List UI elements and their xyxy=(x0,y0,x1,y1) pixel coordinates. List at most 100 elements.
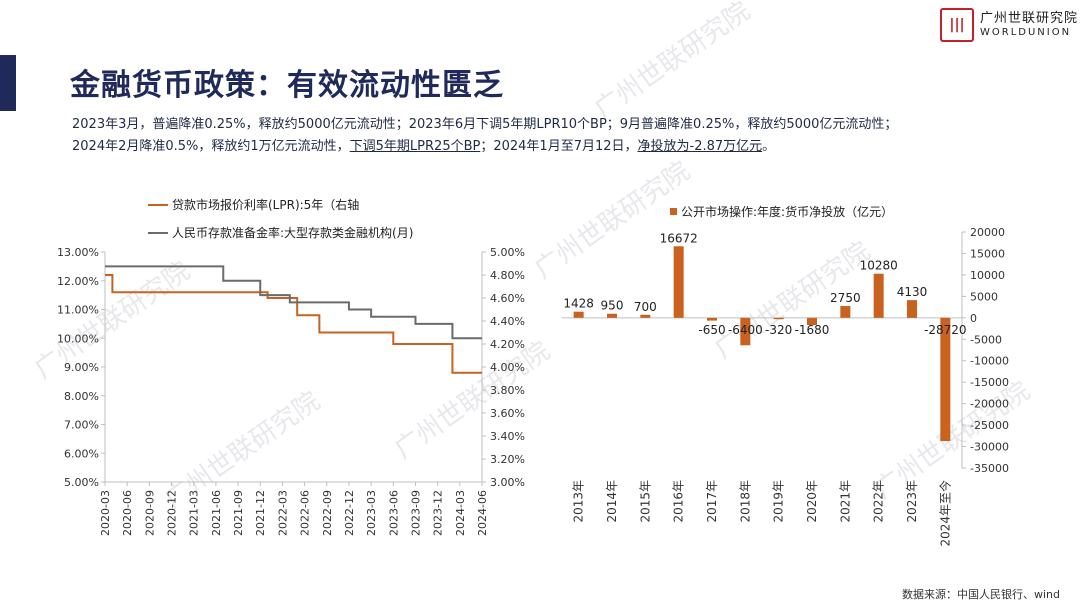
right-y-tick-label: 3.60% xyxy=(490,407,525,420)
brand-logo: ||| 广州世联研究院 WORLDUNION xyxy=(940,8,1078,42)
legend-swatch xyxy=(670,208,677,215)
right-y-tick-label: 4.60% xyxy=(490,292,525,305)
left-y-tick-label: 8.00% xyxy=(64,390,99,403)
left-y-tick-label: 5.00% xyxy=(64,476,99,489)
title-accent-bar xyxy=(0,55,16,111)
left-y-tick-label: 9.00% xyxy=(64,361,99,374)
right-y-tick-label: 3.20% xyxy=(490,453,525,466)
bar xyxy=(573,311,584,318)
right-y-tick-label: 5.00% xyxy=(490,246,525,259)
bar xyxy=(707,317,717,321)
x-tick-label: 2023-12 xyxy=(432,490,445,536)
x-tick-label: 2021-09 xyxy=(232,490,245,536)
legend-label: 人民币存款准备金率:大型存款类金融机构(月) xyxy=(172,225,413,240)
y-tick-label: -20000 xyxy=(970,398,1009,411)
right-y-tick-label: 4.80% xyxy=(490,269,525,282)
x-tick-label: 2015年 xyxy=(638,480,652,523)
y-tick-label: -15000 xyxy=(970,376,1009,389)
bar-data-label: 4130 xyxy=(897,285,928,299)
x-tick-label: 2021年 xyxy=(838,480,852,523)
bar-data-label: 950 xyxy=(601,299,624,313)
right-y-tick-label: 3.40% xyxy=(490,430,525,443)
bar xyxy=(740,317,751,346)
right-y-tick-label: 4.20% xyxy=(490,338,525,351)
bar xyxy=(807,317,817,326)
bar xyxy=(907,300,917,318)
left-y-tick-label: 11.00% xyxy=(57,304,99,317)
bar xyxy=(840,306,851,318)
x-tick-label: 2022-03 xyxy=(276,490,289,536)
x-tick-label: 2021-06 xyxy=(210,490,223,536)
x-tick-label: 2020-12 xyxy=(166,490,179,536)
net-injection-highlight: 净投放为-2.87万亿元 xyxy=(637,139,763,154)
y-tick-label: 10000 xyxy=(970,269,1005,282)
bar-data-label: -650 xyxy=(698,323,725,337)
y-tick-label: -10000 xyxy=(970,355,1009,368)
bar-data-label: -1680 xyxy=(795,323,830,337)
y-tick-label: -5000 xyxy=(970,333,1002,346)
x-tick-label: 2020年 xyxy=(805,480,819,523)
x-tick-label: 2017年 xyxy=(705,480,719,523)
legend-label: 公开市场操作:年度:货币净投放（亿元） xyxy=(681,204,893,219)
bar-data-label: 700 xyxy=(634,300,657,314)
rate-line-chart: 13.00% 12.00% 11.00% 10.00% 9.00% 8.00% 7.00% 6… xyxy=(57,197,525,536)
bar xyxy=(773,317,784,320)
y-tick-label: -35000 xyxy=(970,462,1009,475)
bar xyxy=(640,314,651,318)
legend-label: 贷款市场报价利率(LPR):5年（右轴 xyxy=(172,197,359,212)
description-line-1: 2023年3月，普遍降准0.25%，释放约5000亿元流动性；2023年6月下调… xyxy=(72,117,898,132)
x-tick-label: 2024年至今 xyxy=(937,480,952,547)
x-tick-label: 2023-06 xyxy=(387,490,400,536)
x-tick-label: 2022-09 xyxy=(321,490,334,536)
y-tick-label: -30000 xyxy=(970,441,1009,454)
watermark: 广州世联研究院 xyxy=(589,0,756,126)
bar-data-label: 16672 xyxy=(660,231,698,245)
y-tick-label: 15000 xyxy=(970,247,1005,260)
x-tick-label: 2022-06 xyxy=(299,490,312,536)
bar-data-label: -6400 xyxy=(728,323,763,337)
bar xyxy=(607,313,617,318)
x-tick-label: 2019年 xyxy=(772,480,786,523)
x-tick-label: 2021-12 xyxy=(254,490,267,536)
left-y-tick-label: 10.00% xyxy=(57,332,99,345)
left-y-tick-label: 13.00% xyxy=(57,246,99,259)
x-tick-label: 2022-12 xyxy=(343,490,356,536)
bar xyxy=(673,246,684,318)
x-tick-label: 2023-03 xyxy=(365,490,378,536)
left-y-tick-label: 12.00% xyxy=(57,275,99,288)
x-tick-label: 2024-06 xyxy=(476,490,489,536)
y-tick-label: 5000 xyxy=(970,290,998,303)
description: 2023年3月，普遍降准0.25%，释放约5000亿元流动性；2023年6月下调… xyxy=(72,114,1052,158)
left-y-tick-label: 7.00% xyxy=(64,419,99,432)
x-tick-label: 2020-09 xyxy=(143,490,156,536)
x-tick-label: 2022年 xyxy=(872,480,886,523)
x-tick-label: 2023年 xyxy=(905,480,919,523)
y-tick-label: 20000 xyxy=(970,226,1005,239)
x-tick-label: 2020-03 xyxy=(99,490,112,536)
left-y-tick-label: 6.00% xyxy=(64,447,99,460)
bar-data-label: 2750 xyxy=(830,291,861,305)
x-tick-label: 2014年 xyxy=(605,480,619,523)
right-y-tick-label: 4.40% xyxy=(490,315,525,328)
right-y-tick-label: 4.00% xyxy=(490,361,525,374)
logo-name-en: WORLDUNION xyxy=(980,26,1072,38)
line-series-2 xyxy=(105,265,482,340)
right-y-tick-label: 3.00% xyxy=(490,476,525,489)
logo-name-cn: 广州世联研究院 xyxy=(980,11,1079,27)
bar-data-label: 1428 xyxy=(563,297,594,311)
bar-data-label: -28720 xyxy=(924,323,967,337)
x-tick-label: 2021-03 xyxy=(188,490,201,536)
x-tick-label: 2018年 xyxy=(738,480,752,523)
bar xyxy=(940,317,951,442)
net-injection-bar-chart: 20000 15000 10000 5000 0 -5000 -10000 -15000 -20… xyxy=(562,204,1009,547)
data-source: 数据来源：中国人民银行、wind xyxy=(901,588,1060,601)
bar-data-label: -320 xyxy=(765,323,792,337)
bar xyxy=(873,273,884,318)
x-tick-label: 2023-09 xyxy=(409,490,422,536)
line-series-1 xyxy=(105,274,482,374)
right-y-tick-label: 3.80% xyxy=(490,384,525,397)
logo-icon: ||| xyxy=(940,8,974,42)
y-tick-label: -25000 xyxy=(970,419,1009,432)
page-title: 金融货币政策：有效流动性匮乏 xyxy=(70,68,504,103)
y-tick-label: 0 xyxy=(970,312,977,325)
